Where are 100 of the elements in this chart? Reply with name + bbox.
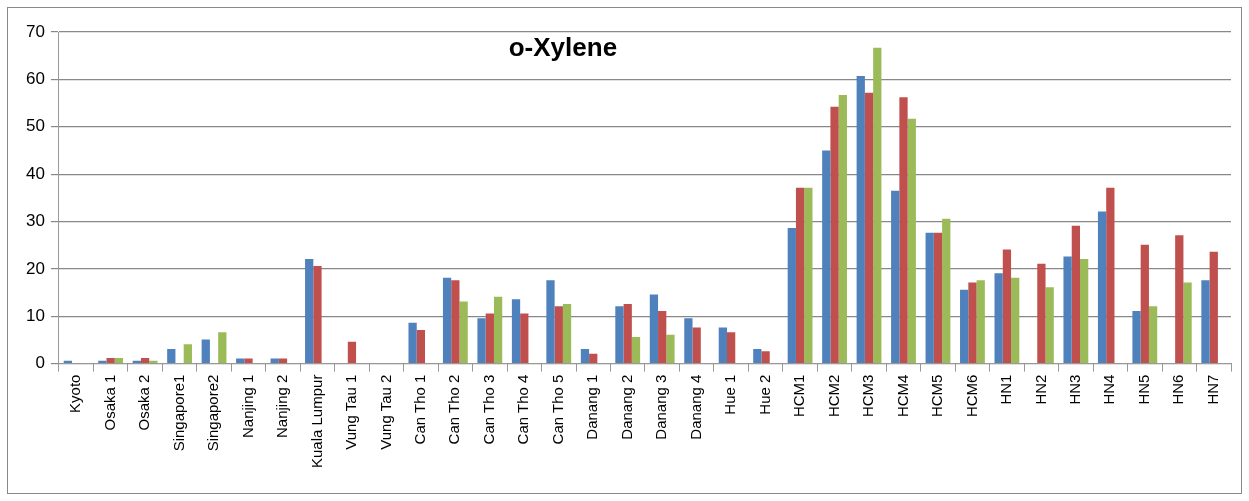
x-tick-label: Nanjing 1 (238, 374, 256, 438)
bar (1097, 211, 1107, 364)
x-tick-label: Osaka 1 (100, 374, 118, 431)
bar (968, 282, 977, 364)
bar (1140, 244, 1149, 364)
bar (864, 92, 874, 364)
x-tick-label: Hue 1 (721, 374, 739, 415)
chart-title: o-Xylene (508, 32, 618, 63)
bar (1132, 311, 1141, 364)
bar (244, 358, 253, 364)
bar (649, 294, 659, 364)
bar (1071, 225, 1081, 364)
bar (408, 322, 417, 364)
bar (1175, 235, 1184, 364)
bar (1209, 251, 1218, 364)
x-tick-label: HCM6 (962, 374, 980, 418)
bar (459, 301, 468, 364)
bar (1002, 249, 1012, 364)
bar (1063, 256, 1072, 364)
bar (140, 357, 150, 364)
bar (416, 329, 426, 364)
bar (718, 327, 727, 364)
x-tick-label: HCM1 (790, 374, 808, 418)
x-tick-label: Nanjing 2 (273, 374, 291, 438)
bar (838, 95, 847, 364)
bar (942, 218, 951, 364)
x-tick-label: HN5 (1134, 374, 1152, 405)
x-tick-label: Hue 2 (755, 374, 773, 415)
bar (795, 187, 805, 364)
bar (442, 277, 452, 364)
x-tick-label: HCM2 (824, 374, 842, 418)
x-tick-label: Singapore1 (169, 374, 187, 452)
x-tick-label: HN3 (1066, 374, 1084, 405)
x-tick-label: Can Tho 5 (548, 374, 566, 445)
bar (270, 358, 279, 364)
x-tick-label: HCM3 (859, 374, 877, 418)
x-tick-label: Can Tho 3 (479, 374, 497, 445)
bar (666, 334, 675, 364)
x-tick-label: HN7 (1203, 374, 1221, 405)
x-tick-label: HCM5 (928, 374, 946, 418)
bar (787, 228, 796, 364)
bar (493, 296, 503, 364)
x-tick-label: HCM4 (893, 374, 911, 418)
bar (631, 337, 641, 364)
bar (554, 306, 563, 364)
bar (976, 280, 985, 364)
bar (305, 258, 314, 364)
bar (1011, 277, 1020, 364)
x-tick-label: HN1 (997, 374, 1015, 405)
x-tick-label: Vung Tau 2 (376, 374, 394, 450)
bar (873, 47, 882, 364)
x-tick-label: Danang 1 (583, 374, 601, 440)
bar (183, 344, 192, 364)
bar (451, 280, 460, 364)
bar (727, 332, 736, 364)
bar (684, 318, 693, 364)
bar (477, 318, 486, 364)
bar (149, 360, 158, 364)
bar (1045, 287, 1054, 364)
x-tick-label: Kuala Lumpur (307, 374, 325, 469)
x-tick-label: Can Tho 4 (514, 374, 532, 445)
bar (933, 232, 943, 364)
bar (1106, 187, 1115, 364)
bar (822, 150, 831, 364)
bar (218, 332, 227, 364)
x-tick-label: Danang 4 (686, 374, 704, 440)
bar (511, 299, 521, 364)
bar (761, 351, 770, 364)
y-tick-label: 70 (25, 21, 45, 41)
x-tick-label: Kyoto (66, 374, 84, 413)
bar (692, 327, 701, 364)
bar (804, 187, 813, 364)
y-tick-label: 50 (25, 116, 45, 136)
bar (562, 303, 572, 364)
bar (546, 280, 555, 364)
bar (236, 358, 245, 364)
bar (1080, 258, 1089, 364)
bar (1148, 306, 1158, 364)
x-tick-label: HN4 (1100, 374, 1118, 405)
bar (278, 358, 288, 364)
y-tick-label: 0 (35, 353, 45, 373)
bar (347, 341, 357, 364)
bar (925, 232, 934, 364)
y-tick-label: 10 (25, 305, 45, 325)
bar (589, 353, 598, 364)
bar (830, 106, 839, 364)
x-tick-label: Singapore2 (204, 374, 222, 452)
bar (960, 289, 969, 364)
x-tick-label: HN6 (1169, 374, 1187, 405)
bar (313, 266, 322, 364)
bar (520, 313, 529, 364)
bar (201, 339, 210, 364)
bar (106, 357, 115, 364)
bar (891, 190, 900, 364)
x-tick-label: Can Tho 2 (445, 374, 463, 445)
x-tick-label: Vung Tau 1 (342, 374, 360, 450)
x-tick-label: HN2 (1031, 374, 1049, 405)
bar (485, 313, 494, 364)
bar (658, 311, 667, 364)
bar (994, 273, 1003, 364)
